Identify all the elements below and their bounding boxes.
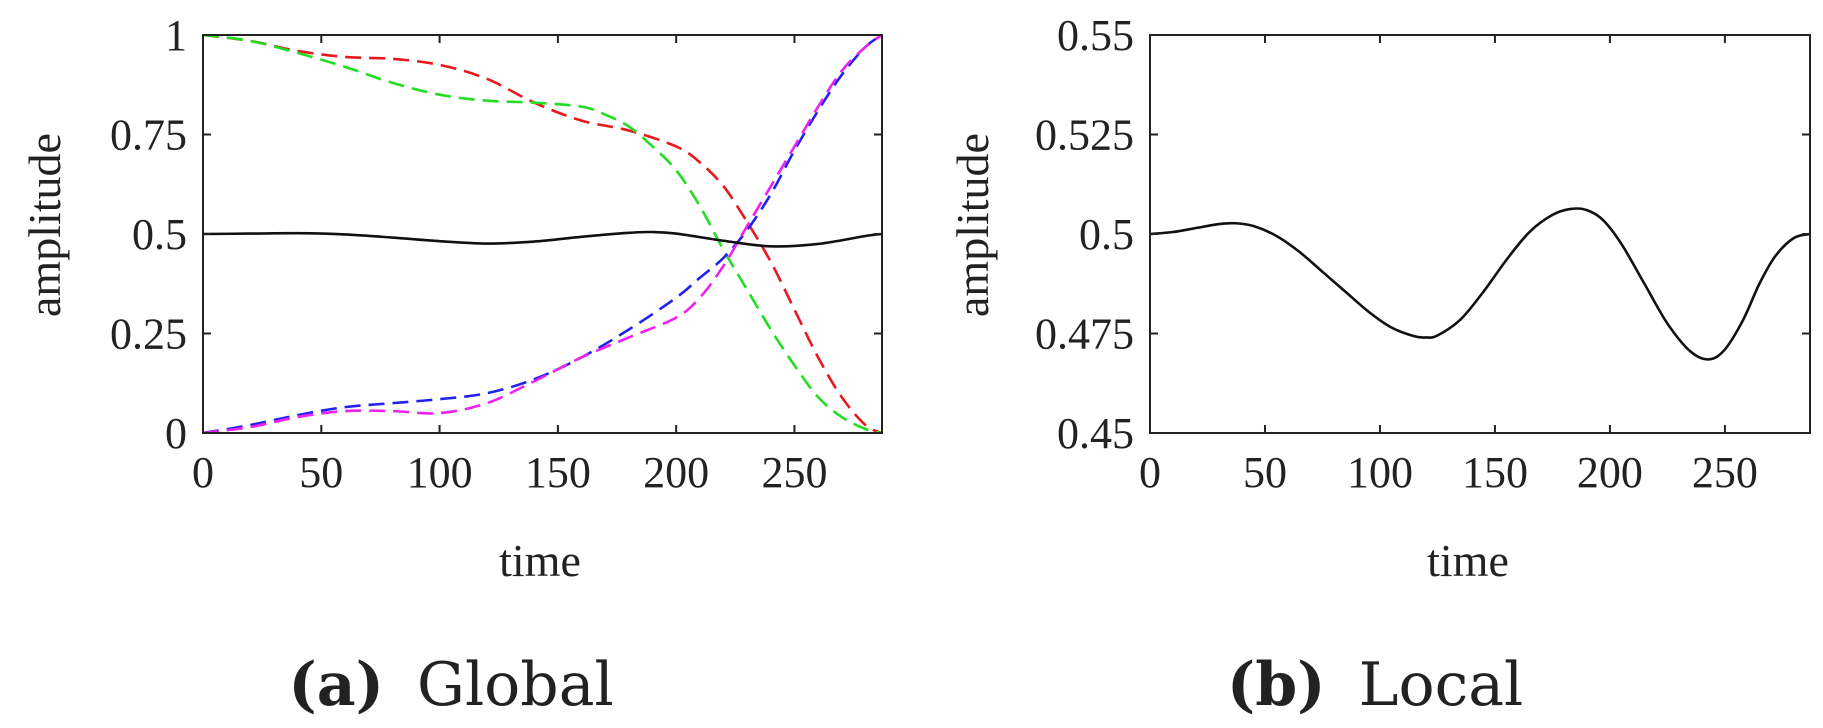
- series-group-local: [1150, 207, 1810, 361]
- y-tick-label: 0.55: [1057, 11, 1134, 60]
- x-tick-label: 200: [1577, 448, 1643, 497]
- x-tick-label: 100: [407, 448, 473, 497]
- caption-global: (a) Global: [288, 650, 613, 720]
- y-tick-label: 0.25: [110, 310, 187, 359]
- panel-local: 0 50 100 150 200 250 0.45 0.475 0.5 0.525 0.55 tim…: [947, 11, 1811, 720]
- x-tick-label: 50: [1243, 448, 1287, 497]
- axes-frame-local: [1149, 34, 1811, 434]
- y-tick-label: 0.5: [1079, 210, 1134, 259]
- y-axis-label-global: amplitude: [19, 133, 70, 317]
- caption-tag-local: (b): [1227, 650, 1326, 720]
- y-tick-label: 0.45: [1057, 409, 1134, 458]
- y-tick-label: 0: [165, 409, 187, 458]
- y-tick-label: 0.525: [1035, 111, 1134, 160]
- plot-area-global: [202, 34, 883, 434]
- caption-title-global: Global: [417, 650, 614, 720]
- x-axis-label-local: time: [1427, 535, 1509, 586]
- x-tick-label: 150: [525, 448, 591, 497]
- y-tick-label: 0.475: [1035, 310, 1134, 359]
- series-blue-line-global: [203, 35, 882, 433]
- y-tick-label: 0.5: [132, 210, 187, 259]
- x-tick-label: 50: [299, 448, 343, 497]
- plot-area-local: [1149, 34, 1811, 434]
- caption-local: (b) Local: [1227, 650, 1523, 720]
- series-group-global: [203, 35, 882, 433]
- x-tick-label: 150: [1462, 448, 1528, 497]
- x-tick-label: 0: [192, 448, 214, 497]
- caption-tag-global: (a): [288, 650, 384, 720]
- series-red-line-global: [203, 35, 882, 433]
- series-black-line-global: [203, 230, 882, 248]
- y-axis-label-local: amplitude: [947, 133, 998, 317]
- x-tick-label: 250: [761, 448, 827, 497]
- ticks-local: 0 50 100 150 200 250 0.45 0.475 0.5 0.525 0.55: [1035, 11, 1810, 497]
- panel-global: 0 50 100 150 200 250 0 0.25 0.5 0.75 1 time amplit…: [19, 11, 883, 720]
- ticks-global: 0 50 100 150 200 250 0 0.25 0.5 0.75 1: [110, 11, 882, 497]
- series-green-line-global: [203, 35, 882, 433]
- x-tick-label: 0: [1139, 448, 1161, 497]
- x-axis-label-global: time: [499, 535, 581, 586]
- series-black-line-local: [1150, 207, 1810, 361]
- series-magenta-line-global: [203, 35, 882, 433]
- x-tick-label: 200: [643, 448, 709, 497]
- y-tick-label: 0.75: [110, 111, 187, 160]
- x-tick-label: 100: [1347, 448, 1413, 497]
- x-tick-label: 250: [1692, 448, 1758, 497]
- y-tick-label: 1: [165, 11, 187, 60]
- caption-title-local: Local: [1359, 650, 1524, 720]
